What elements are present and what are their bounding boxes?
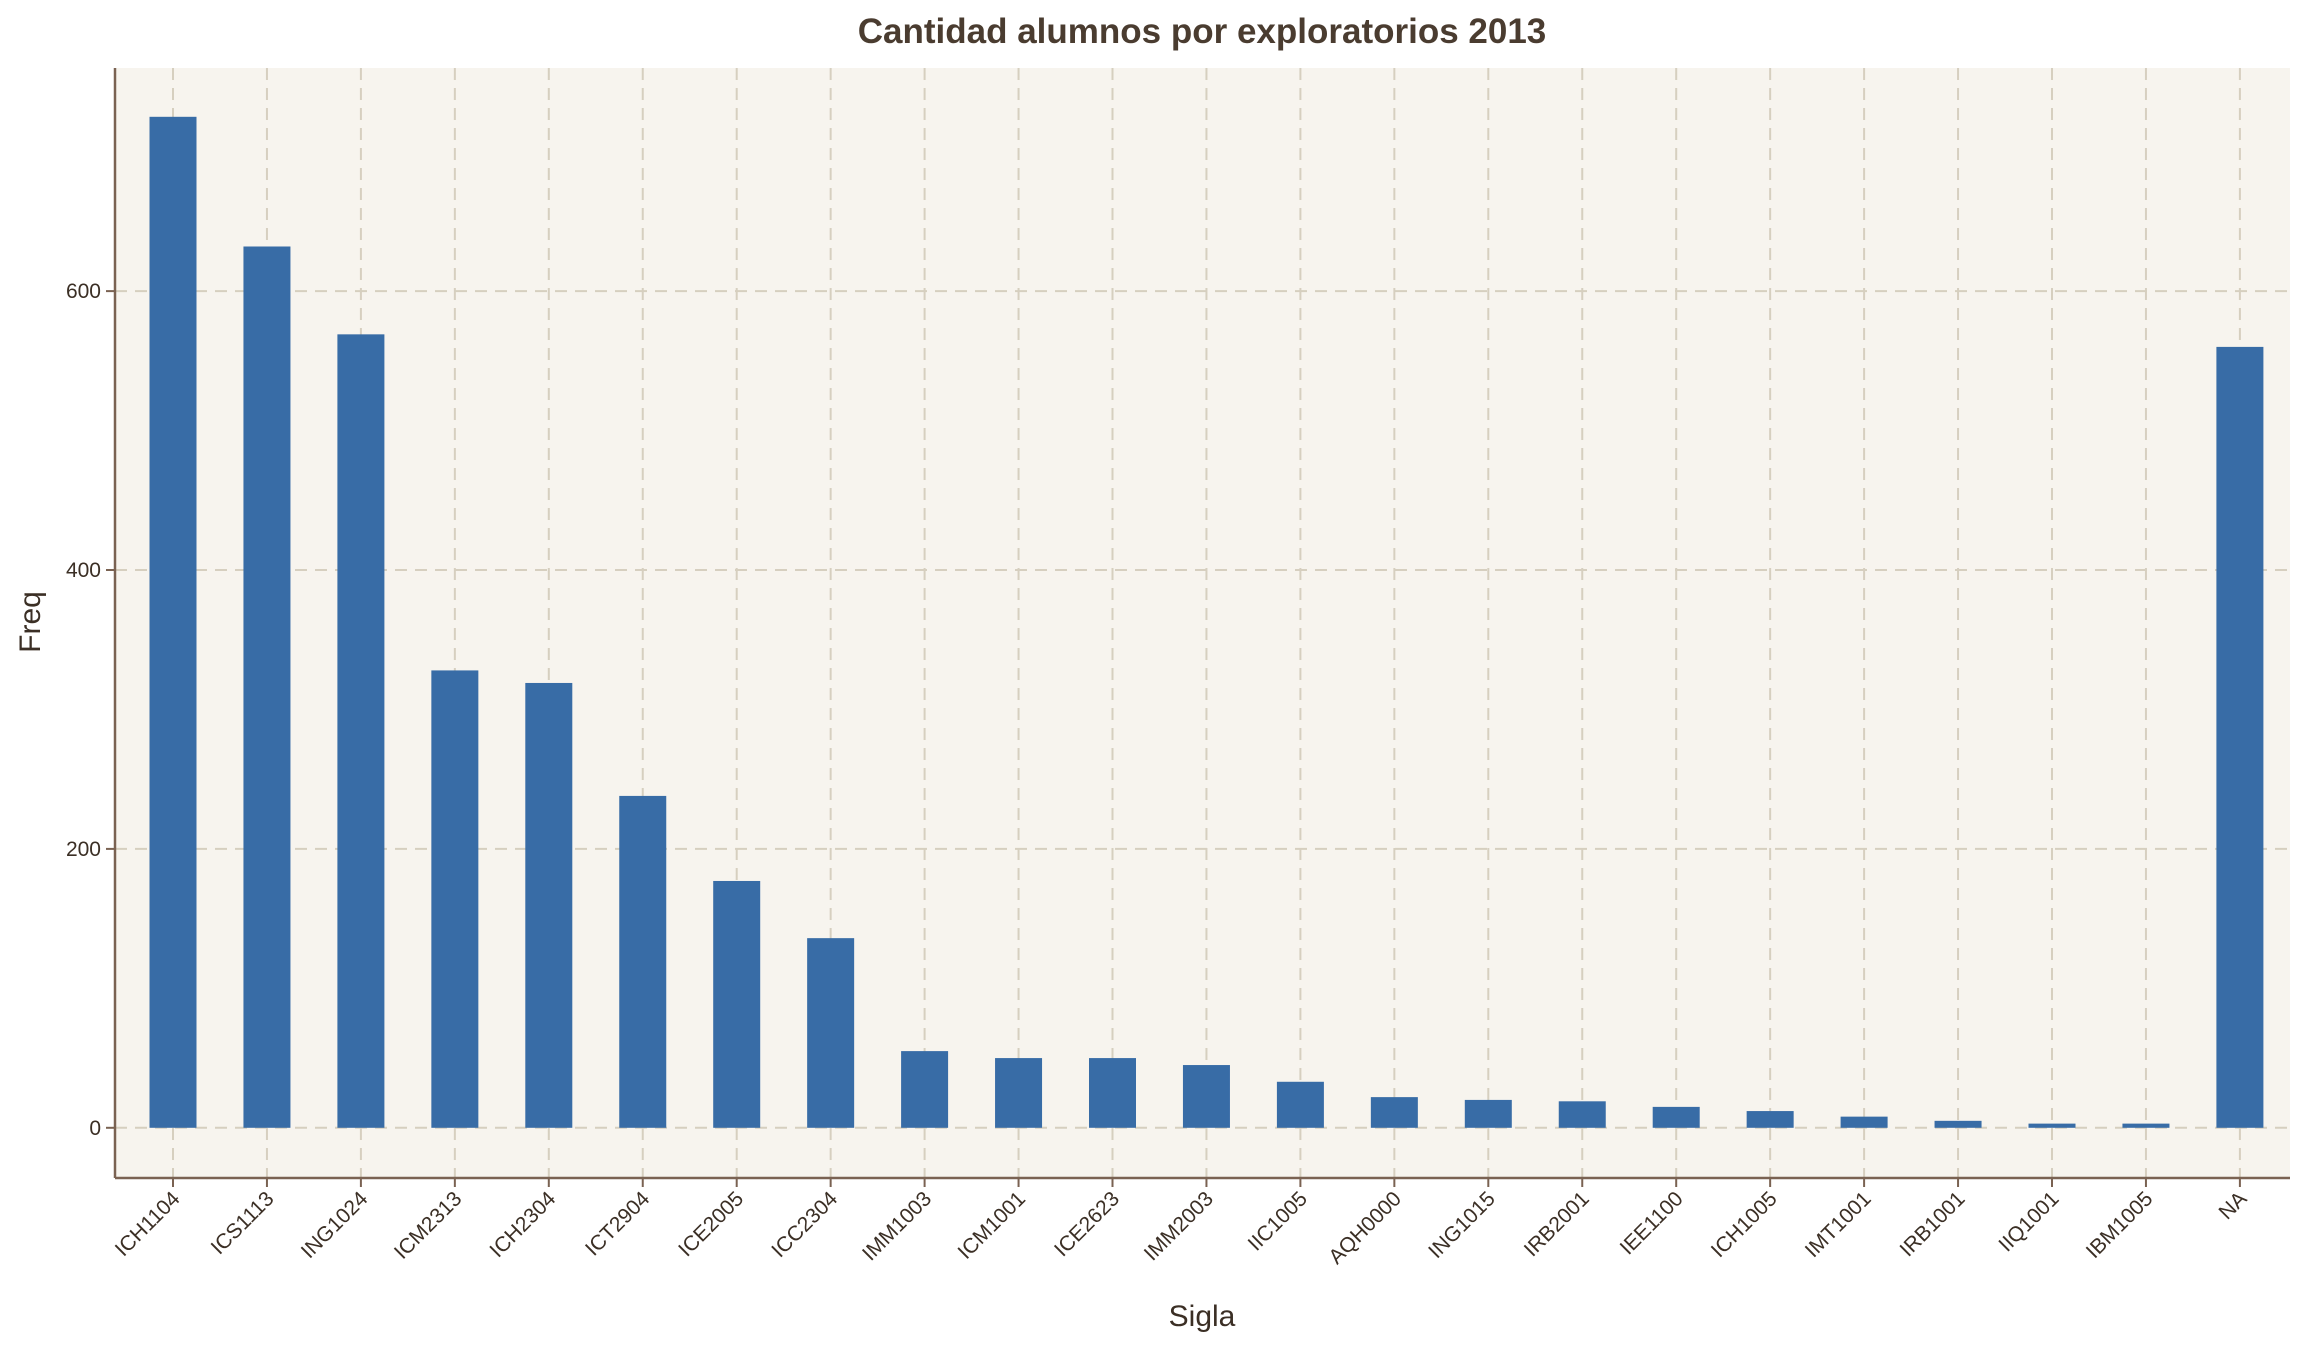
bar-AQH0000	[1370, 1097, 1418, 1128]
bars	[149, 116, 2264, 1128]
y-axis-label: Freq	[14, 591, 47, 653]
bar-IIC1005	[1276, 1081, 1324, 1128]
bar-ICM2313	[431, 670, 479, 1128]
y-tick-label: 400	[66, 559, 101, 582]
bar-IRB2001	[1558, 1101, 1606, 1128]
bar-IEE1100	[1652, 1106, 1700, 1128]
bar-ING1024	[337, 334, 385, 1128]
bar-NA	[2216, 346, 2264, 1128]
bar-ICM1001	[995, 1058, 1043, 1128]
bar-IIQ1001	[2028, 1123, 2076, 1128]
y-tick-label: 0	[89, 1117, 101, 1140]
bar-ICC2304	[807, 938, 855, 1128]
axes	[113, 68, 2290, 1180]
bar-ICE2005	[713, 880, 761, 1128]
bar-ICS1113	[243, 246, 291, 1128]
bar-IMT1001	[1840, 1116, 1888, 1128]
y-tick-label: 600	[66, 280, 101, 303]
bar-IMM2003	[1182, 1065, 1230, 1128]
bar-ICH1104	[149, 116, 197, 1128]
bar-IMM1003	[901, 1051, 949, 1128]
chart-title: Cantidad alumnos por exploratorios 2013	[858, 12, 1547, 51]
y-ticks: 0 200 400 600	[66, 280, 115, 1140]
bar-ICH2304	[525, 682, 573, 1128]
x-axis-label: Sigla	[1169, 1300, 1236, 1333]
bar-IBM1005	[2122, 1123, 2170, 1128]
bar-ICT2904	[619, 795, 667, 1128]
bar-ICE2623	[1089, 1058, 1136, 1128]
bar-ING1015	[1464, 1099, 1512, 1128]
bar-ICH1005	[1746, 1111, 1794, 1128]
y-tick-label: 200	[66, 838, 101, 861]
bar-IRB1001	[1934, 1120, 1982, 1128]
